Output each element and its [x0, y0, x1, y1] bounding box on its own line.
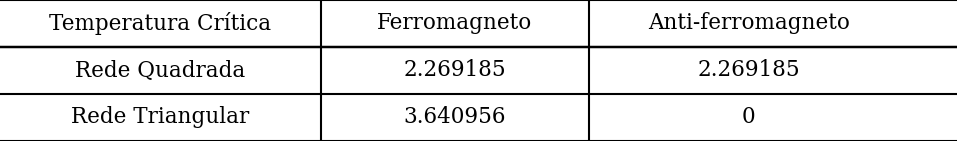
Text: 2.269185: 2.269185	[698, 60, 800, 81]
Text: 3.640956: 3.640956	[403, 106, 506, 128]
Text: 0: 0	[742, 106, 756, 128]
Text: 2.269185: 2.269185	[403, 60, 506, 81]
Text: Ferromagneto: Ferromagneto	[377, 13, 532, 35]
Text: Temperatura Crítica: Temperatura Crítica	[49, 12, 272, 35]
Text: Rede Quadrada: Rede Quadrada	[76, 60, 245, 81]
Text: Rede Triangular: Rede Triangular	[71, 106, 250, 128]
Text: Anti-ferromagneto: Anti-ferromagneto	[648, 13, 850, 35]
